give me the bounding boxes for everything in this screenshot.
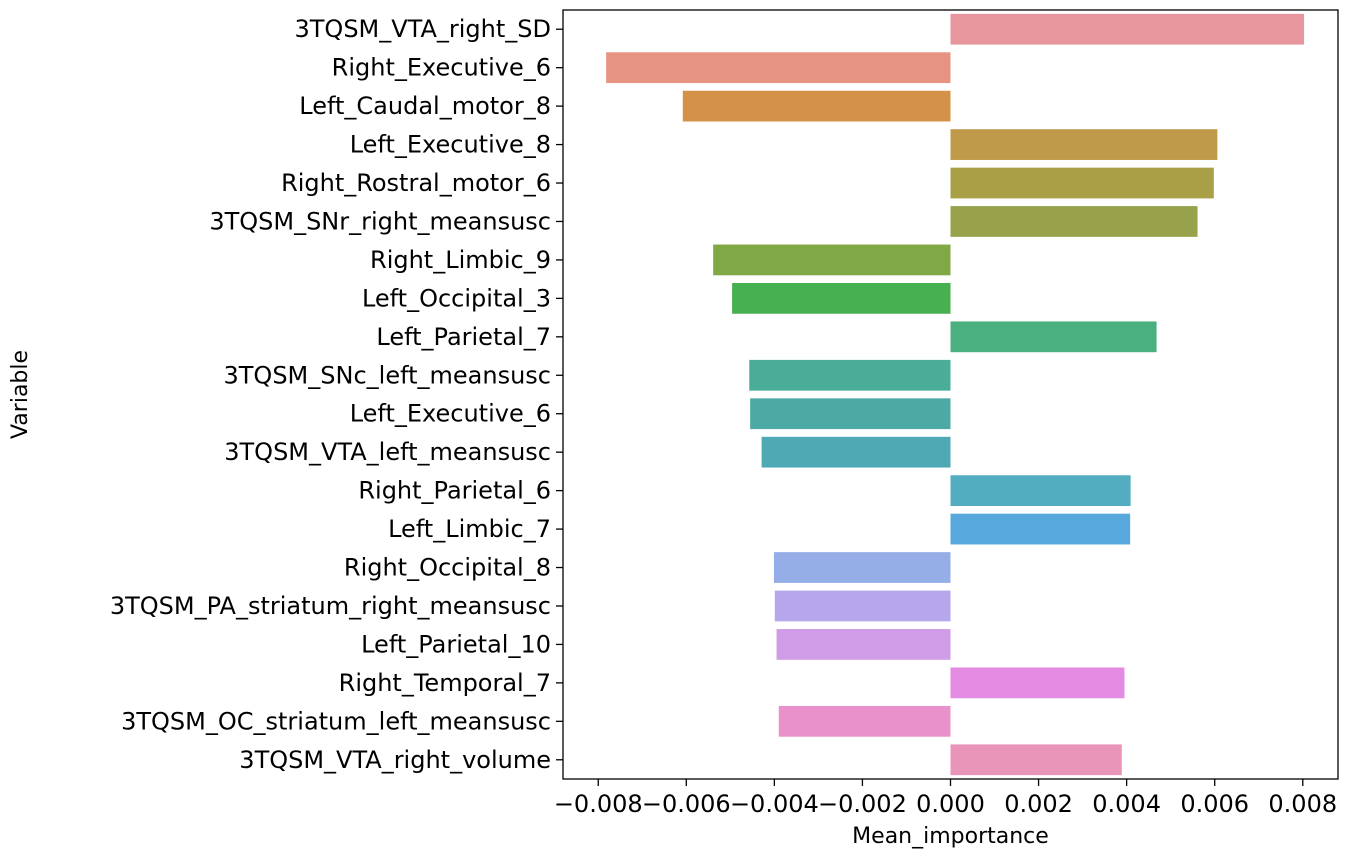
bar	[950, 513, 1131, 545]
bar	[950, 667, 1125, 699]
category-label: 3TQSM_VTA_left_meansusc	[224, 438, 551, 466]
x-axis-title: Mean_importance	[852, 824, 1049, 849]
bar	[682, 90, 951, 122]
bar	[732, 282, 951, 314]
category-label: Left_Occipital_3	[362, 284, 551, 312]
bar	[950, 744, 1122, 776]
category-label: 3TQSM_OC_striatum_left_meansusc	[121, 707, 551, 735]
category-label: Left_Parietal_10	[361, 630, 551, 658]
category-label: 3TQSM_VTA_right_SD	[295, 15, 552, 43]
x-tick-label: −0.006	[642, 790, 731, 818]
bar	[950, 167, 1214, 199]
category-label: Left_Executive_6	[350, 400, 551, 428]
bar	[950, 321, 1157, 353]
category-labels: 3TQSM_VTA_right_SD Right_Executive_6 Left_…	[110, 15, 563, 774]
bar	[606, 52, 951, 84]
bar	[750, 398, 951, 430]
category-label: Right_Parietal_6	[358, 477, 551, 505]
x-tick-label: −0.002	[818, 790, 907, 818]
bar	[774, 590, 951, 622]
y-axis-title: Variable	[8, 350, 33, 439]
bar	[773, 552, 951, 583]
bar	[761, 436, 951, 468]
bar	[950, 475, 1131, 507]
x-tick-label: 0.006	[1180, 790, 1249, 818]
category-label: Left_Parietal_7	[376, 323, 551, 351]
x-axis-ticks: −0.008 −0.006 −0.004 −0.002 0.000 0.002 0.004 0…	[554, 779, 1337, 818]
x-tick-label: 0.008	[1268, 790, 1337, 818]
category-label: Right_Rostral_motor_6	[281, 169, 551, 197]
x-tick-label: 0.002	[1004, 790, 1073, 818]
bar	[950, 129, 1218, 160]
bar	[776, 629, 951, 660]
bar	[950, 13, 1305, 45]
bar	[950, 206, 1198, 237]
category-label: Left_Caudal_motor_8	[299, 92, 551, 120]
category-label: 3TQSM_SNc_left_meansusc	[224, 361, 552, 389]
x-tick-label: 0.000	[916, 790, 985, 818]
x-tick-label: 0.004	[1092, 790, 1161, 818]
bar	[713, 244, 951, 276]
category-label: 3TQSM_VTA_right_volume	[239, 746, 551, 774]
x-tick-label: −0.004	[730, 790, 819, 818]
bars-group	[606, 13, 1305, 776]
x-tick-label: −0.008	[554, 790, 643, 818]
category-label: 3TQSM_SNr_right_meansusc	[209, 207, 551, 235]
category-label: Left_Limbic_7	[388, 515, 551, 543]
bar	[749, 359, 951, 391]
category-label: Right_Occipital_8	[344, 554, 551, 582]
category-label: Right_Temporal_7	[339, 669, 551, 697]
bar	[778, 705, 951, 737]
category-label: Right_Limbic_9	[370, 246, 551, 274]
category-label: Right_Executive_6	[332, 54, 551, 82]
plot-frame	[562, 9, 1339, 780]
category-label: 3TQSM_PA_striatum_right_meansusc	[110, 592, 551, 620]
category-label: Left_Executive_8	[350, 131, 551, 159]
